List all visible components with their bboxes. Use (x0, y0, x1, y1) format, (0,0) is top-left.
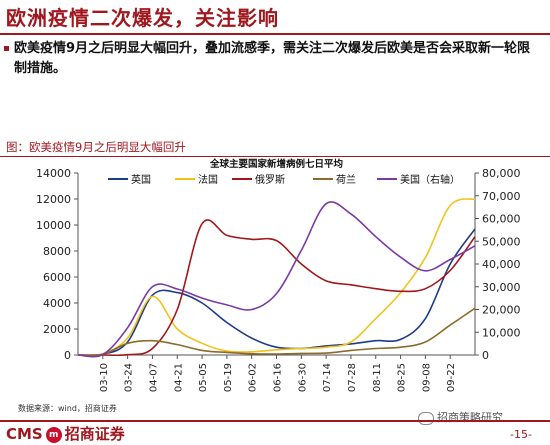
x-tick-label: 08-25 (397, 363, 408, 392)
logo-name: 招商证券 (64, 425, 125, 443)
right-tick-label: 30,000 (482, 281, 521, 294)
body-text: 欧美疫情9月之后明显大幅回升，叠加流感季，需关注二次爆发后欧美是否会采取新一轮限… (14, 41, 531, 76)
x-tick-label: 08-11 (372, 363, 383, 392)
caption-divider (0, 156, 550, 157)
right-tick-label: 40,000 (482, 258, 521, 271)
data-source: 数据来源：wind，招商证券 (18, 404, 117, 413)
page-number: -15- (510, 428, 532, 441)
slide-title: 欧洲疫情二次爆发，关注影响 (6, 6, 279, 30)
left-tick-label: 0 (64, 349, 71, 362)
chart-caption: 图：欧美疫情9月之后明显大幅回升 (6, 140, 186, 154)
legend-label-0: 英国 (131, 173, 151, 186)
right-tick-label: 80,000 (482, 167, 521, 180)
left-tick-label: 8000 (43, 245, 71, 258)
x-tick-label: 04-07 (148, 363, 159, 392)
left-tick-label: 10000 (36, 219, 71, 232)
series-line-2 (77, 219, 476, 357)
wechat-watermark: 招商策略研究 (418, 409, 503, 425)
line-chart: 全球主要国家新增病例七日平均 0 2000 4000 6000 8000 10000 1200… (36, 158, 521, 392)
left-tick-label: 12000 (36, 193, 71, 206)
x-tick-label: 05-19 (223, 363, 234, 392)
left-tick-label: 2000 (43, 323, 71, 336)
legend-label-3: 荷兰 (336, 173, 356, 186)
title-divider (0, 33, 550, 35)
company-logo: CMS m 招商证券 (6, 423, 125, 444)
right-tick-label: 60,000 (482, 213, 521, 226)
left-tick-label: 14000 (36, 167, 71, 180)
series-line-3 (77, 307, 476, 357)
x-tick-label: 06-30 (297, 363, 308, 392)
x-tick-label: 07-14 (322, 363, 333, 392)
series-line-4 (77, 201, 476, 358)
x-tick-label: 05-05 (198, 363, 209, 392)
legend-label-1: 法国 (198, 173, 218, 186)
x-tick-label: 07-28 (347, 363, 358, 392)
wechat-label: 招商策略研究 (437, 411, 503, 424)
right-tick-label: 50,000 (482, 235, 521, 248)
left-tick-label: 6000 (43, 271, 71, 284)
wechat-icon (418, 411, 434, 425)
series-line-0 (77, 228, 476, 357)
right-tick-label: 10,000 (482, 326, 521, 339)
left-tick-label: 4000 (43, 297, 71, 310)
x-tick-label: 04-21 (173, 363, 184, 392)
logo-text: CMS (6, 425, 43, 443)
right-tick-label: 0 (482, 349, 489, 362)
right-tick-label: 70,000 (482, 190, 521, 203)
x-tick-label: 06-02 (248, 363, 259, 392)
legend-label-2: 俄罗斯 (255, 173, 285, 186)
x-tick-label: 09-22 (446, 363, 457, 392)
legend-label-4: 美国（右轴） (400, 173, 460, 186)
right-tick-label: 20,000 (482, 304, 521, 317)
bullet-marker (4, 46, 9, 51)
x-tick-label: 03-24 (124, 363, 135, 392)
logo-badge-icon: m (45, 426, 62, 443)
footer-divider (0, 420, 550, 422)
x-tick-label: 06-16 (273, 363, 284, 392)
chart-title: 全球主要国家新增病例七日平均 (209, 158, 344, 170)
x-tick-label: 09-08 (421, 363, 432, 392)
x-tick-label: 03-10 (99, 363, 110, 392)
series-line-1 (77, 198, 476, 357)
